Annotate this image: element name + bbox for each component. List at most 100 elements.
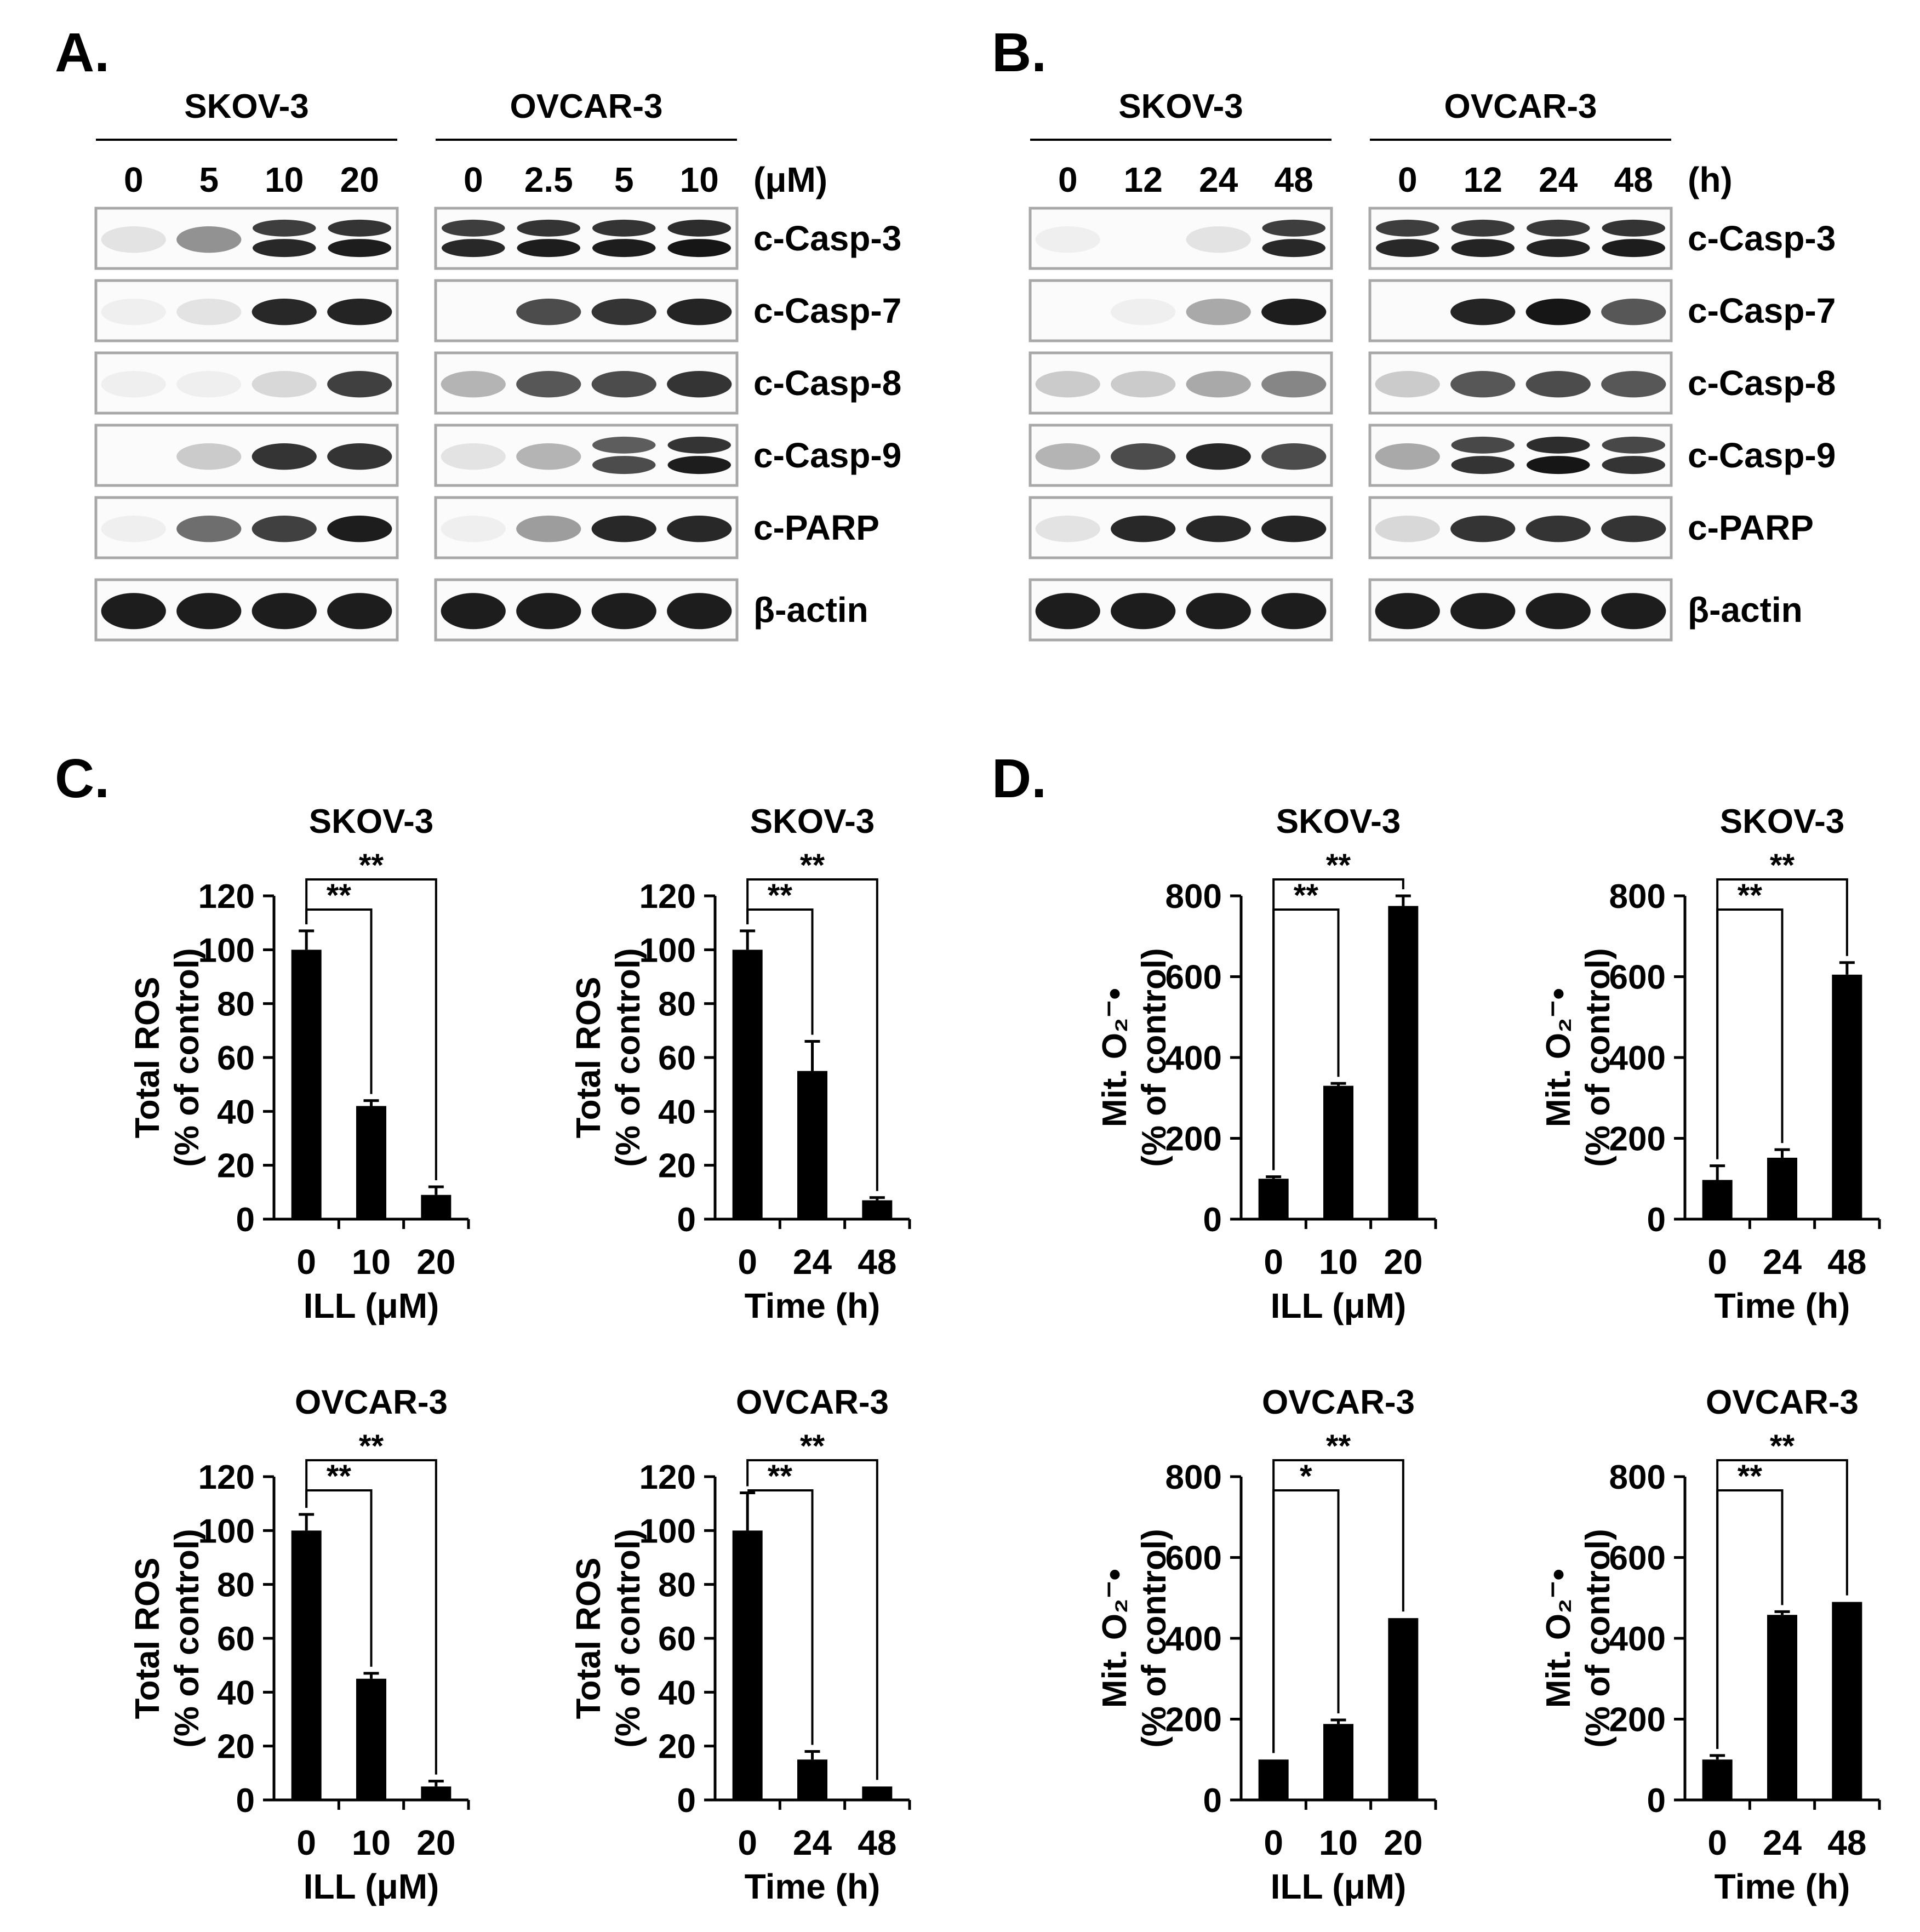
significance-label: **: [1294, 878, 1319, 913]
protein-band: [1111, 593, 1176, 630]
protein-band: [1451, 219, 1515, 237]
y-axis-label: Mit. O₂⁻•(% of control): [1096, 948, 1173, 1167]
x-tick-label: 24: [793, 1242, 832, 1282]
protein-band: [667, 219, 731, 237]
blot-strip: [94, 207, 399, 270]
bar: [356, 1678, 386, 1800]
protein-band: [1525, 371, 1591, 398]
blot-strip: [434, 424, 739, 487]
bar: [862, 1786, 893, 1800]
y-tick-label: 0: [1647, 1201, 1666, 1239]
bar: [421, 1786, 452, 1800]
protein-band: [1186, 443, 1251, 470]
significance-label: **: [800, 1428, 825, 1464]
protein-band: [1111, 443, 1176, 470]
y-tick-label: 80: [658, 1567, 696, 1604]
protein-band: [591, 593, 656, 630]
blot-strip: [1028, 207, 1333, 270]
protein-band: [667, 371, 732, 398]
y-tick-label: 0: [1203, 1201, 1222, 1239]
y-tick-label: 0: [677, 1201, 696, 1239]
x-tick-label: 0: [1707, 1242, 1727, 1282]
protein-band: [252, 516, 317, 542]
protein-band: [176, 299, 242, 325]
chart-3: SKOV-3 0 200 400 600 800 0 10 20 ILL (μM) Mit. O₂⁻…: [1096, 803, 1437, 1325]
x-axis-label: ILL (μM): [1271, 1867, 1407, 1906]
significance-bracket: [1272, 1489, 1340, 1753]
protein-band: [253, 239, 316, 258]
y-tick-label: 0: [1647, 1782, 1666, 1820]
y-tick-label: 200: [1609, 1121, 1666, 1158]
x-tick-label: 20: [1384, 1242, 1422, 1282]
cell-line-label: OVCAR-3: [510, 88, 662, 125]
protein-band: [101, 516, 166, 542]
bar: [1323, 1085, 1353, 1219]
y-tick-label: 600: [1165, 959, 1222, 997]
y-tick-label: 80: [217, 1567, 255, 1604]
lane-label: 10: [265, 160, 304, 199]
y-axis-label: Total ROS(% of control): [129, 1529, 206, 1748]
y-tick-label: 0: [677, 1782, 696, 1820]
protein-band: [327, 516, 392, 542]
protein-band: [1525, 516, 1591, 542]
protein-band: [1035, 593, 1100, 630]
protein-band: [252, 593, 317, 630]
protein-band: [516, 593, 581, 630]
protein-band: [328, 239, 391, 258]
cell-line-label: SKOV-3: [184, 88, 308, 125]
y-tick-label: 40: [658, 1093, 696, 1131]
y-tick-label: 800: [1609, 1459, 1666, 1496]
significance-bracket: [746, 878, 878, 1191]
y-tick-label: 200: [1165, 1121, 1222, 1158]
protein-band: [667, 299, 732, 325]
protein-band: [1450, 593, 1516, 630]
significance-bracket: [1272, 1459, 1404, 1753]
protein-band: [176, 371, 242, 398]
y-tick-label: 100: [198, 931, 255, 969]
lane-label: 48: [1614, 160, 1653, 199]
x-axis-label: ILL (μM): [1271, 1286, 1407, 1325]
protein-band: [592, 436, 656, 454]
protein-band: [591, 299, 656, 325]
blot-strip: [1368, 424, 1673, 487]
significance-label: **: [359, 848, 384, 883]
protein-band: [252, 299, 317, 325]
protein-band: [1450, 516, 1516, 542]
bar: [421, 1194, 452, 1219]
protein-band: [516, 443, 581, 470]
y-tick-label: 40: [217, 1093, 255, 1131]
protein-band: [667, 593, 732, 630]
significance-bracket: [1716, 908, 1784, 1159]
bar: [1388, 1618, 1419, 1800]
protein-band: [176, 443, 242, 470]
y-tick-label: 100: [639, 931, 696, 969]
y-tick-label: 800: [1165, 1459, 1222, 1496]
x-tick-label: 0: [296, 1823, 316, 1862]
y-tick-label: 120: [639, 878, 696, 916]
protein-band: [1111, 299, 1176, 325]
significance-label: **: [327, 1459, 352, 1494]
chart-title: SKOV-3: [750, 803, 875, 841]
bar: [1832, 1602, 1862, 1800]
protein-band: [1035, 226, 1100, 253]
significance-label: **: [327, 878, 352, 913]
cell-line-label: OVCAR-3: [1444, 88, 1597, 125]
bar: [732, 950, 763, 1219]
x-tick-label: 10: [352, 1242, 391, 1282]
chart-title: OVCAR-3: [1262, 1384, 1415, 1421]
bar: [862, 1200, 893, 1219]
protein-band: [1602, 219, 1665, 237]
x-tick-label: 0: [296, 1242, 316, 1282]
y-tick-label: 0: [236, 1201, 255, 1239]
protein-band: [1525, 593, 1591, 630]
y-axis-label: Mit. O₂⁻•(% of control): [1540, 948, 1617, 1167]
panel-label-c: C.: [55, 748, 110, 809]
protein-band: [1261, 593, 1327, 630]
x-tick-label: 48: [1827, 1242, 1866, 1282]
protein-band: [516, 299, 581, 325]
bar: [1702, 1759, 1733, 1800]
y-tick-label: 400: [1609, 1620, 1666, 1658]
protein-band: [1111, 371, 1176, 398]
protein-label: c-Casp-9: [753, 436, 901, 475]
significance-bracket: [746, 1459, 878, 1780]
